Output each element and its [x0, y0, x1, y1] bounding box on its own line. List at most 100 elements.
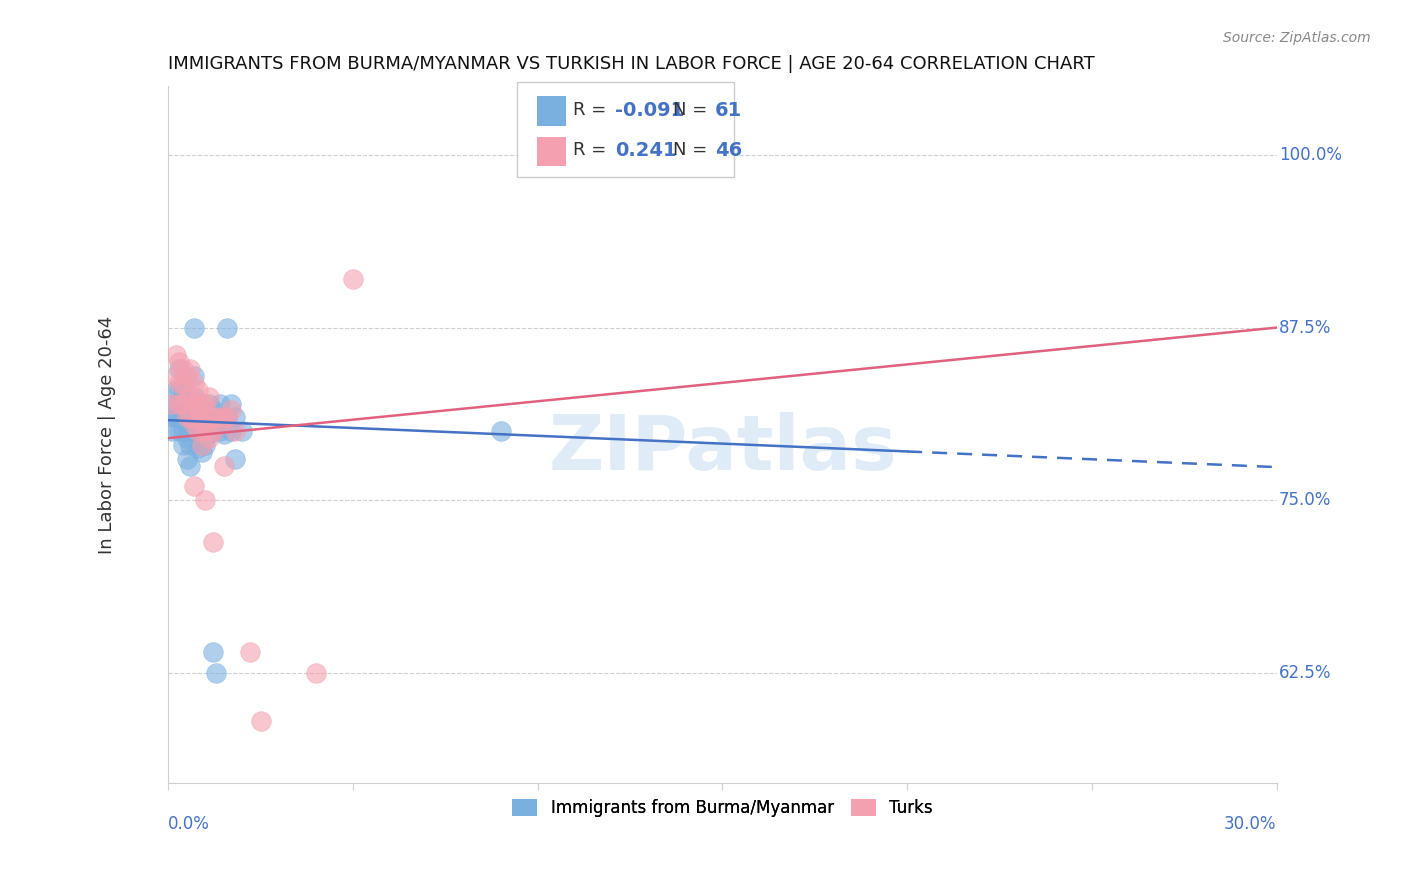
- Point: [169, 396, 191, 410]
- Point: [217, 410, 239, 425]
- Point: [201, 410, 224, 425]
- Point: [183, 376, 205, 390]
- Point: [183, 403, 205, 417]
- Point: [201, 403, 224, 417]
- Point: [201, 645, 224, 659]
- Point: [172, 410, 194, 425]
- Point: [208, 417, 231, 432]
- Point: [187, 424, 209, 438]
- Point: [169, 410, 191, 425]
- Point: [165, 383, 187, 397]
- Point: [637, 148, 659, 162]
- Point: [165, 396, 187, 410]
- Point: [160, 396, 183, 410]
- Point: [165, 410, 187, 425]
- Point: [194, 410, 217, 425]
- Point: [198, 427, 221, 442]
- Point: [187, 403, 209, 417]
- Text: 30.0%: 30.0%: [1225, 815, 1277, 833]
- Point: [219, 403, 242, 417]
- Point: [179, 424, 201, 438]
- Point: [190, 396, 212, 410]
- Text: 62.5%: 62.5%: [1279, 664, 1331, 682]
- Point: [179, 362, 201, 376]
- Text: R =: R =: [572, 102, 612, 120]
- Point: [176, 431, 198, 445]
- Point: [198, 410, 221, 425]
- Point: [179, 410, 201, 425]
- Point: [179, 396, 201, 410]
- Text: IMMIGRANTS FROM BURMA/MYANMAR VS TURKISH IN LABOR FORCE | AGE 20-64 CORRELATION : IMMIGRANTS FROM BURMA/MYANMAR VS TURKISH…: [169, 55, 1095, 73]
- Point: [187, 424, 209, 438]
- Text: R =: R =: [572, 142, 612, 160]
- Point: [198, 390, 221, 404]
- Point: [239, 645, 262, 659]
- Point: [489, 424, 512, 438]
- Point: [208, 396, 231, 410]
- Point: [212, 458, 235, 473]
- Point: [183, 417, 205, 432]
- Point: [205, 410, 228, 425]
- Point: [172, 376, 194, 390]
- Point: [224, 424, 246, 438]
- Point: [176, 451, 198, 466]
- Point: [172, 396, 194, 410]
- Point: [176, 390, 198, 404]
- Text: 0.241: 0.241: [614, 141, 676, 160]
- Point: [190, 403, 212, 417]
- Point: [187, 396, 209, 410]
- Text: 46: 46: [714, 141, 742, 160]
- Point: [190, 417, 212, 432]
- Point: [205, 413, 228, 427]
- Text: ZIPatlas: ZIPatlas: [548, 411, 897, 485]
- Point: [212, 410, 235, 425]
- Point: [172, 362, 194, 376]
- Point: [160, 424, 183, 438]
- Text: N =: N =: [672, 142, 713, 160]
- Point: [305, 665, 328, 680]
- Point: [194, 493, 217, 508]
- Point: [172, 383, 194, 397]
- Point: [183, 417, 205, 432]
- Point: [165, 348, 187, 362]
- Point: [224, 410, 246, 425]
- Point: [198, 431, 221, 445]
- Point: [187, 441, 209, 455]
- Point: [176, 403, 198, 417]
- Point: [198, 410, 221, 425]
- Point: [183, 396, 205, 410]
- Point: [190, 438, 212, 452]
- Point: [183, 320, 205, 334]
- Point: [179, 438, 201, 452]
- Point: [224, 451, 246, 466]
- FancyBboxPatch shape: [537, 136, 567, 166]
- Point: [198, 396, 221, 410]
- Point: [190, 445, 212, 459]
- Point: [219, 424, 242, 438]
- Point: [165, 368, 187, 383]
- Point: [187, 410, 209, 425]
- Point: [172, 424, 194, 438]
- Point: [219, 396, 242, 410]
- Point: [201, 424, 224, 438]
- Point: [183, 390, 205, 404]
- Text: N =: N =: [672, 102, 713, 120]
- Point: [176, 410, 198, 425]
- Point: [183, 479, 205, 493]
- Point: [169, 424, 191, 438]
- Text: Source: ZipAtlas.com: Source: ZipAtlas.com: [1223, 31, 1371, 45]
- Point: [190, 424, 212, 438]
- Text: 75.0%: 75.0%: [1279, 491, 1331, 509]
- Point: [201, 424, 224, 438]
- Point: [183, 368, 205, 383]
- Point: [169, 383, 191, 397]
- Point: [187, 383, 209, 397]
- Point: [194, 424, 217, 438]
- Point: [249, 714, 271, 729]
- Point: [194, 396, 217, 410]
- Point: [217, 320, 239, 334]
- Point: [176, 368, 198, 383]
- Point: [212, 427, 235, 442]
- FancyBboxPatch shape: [517, 82, 734, 177]
- Point: [194, 424, 217, 438]
